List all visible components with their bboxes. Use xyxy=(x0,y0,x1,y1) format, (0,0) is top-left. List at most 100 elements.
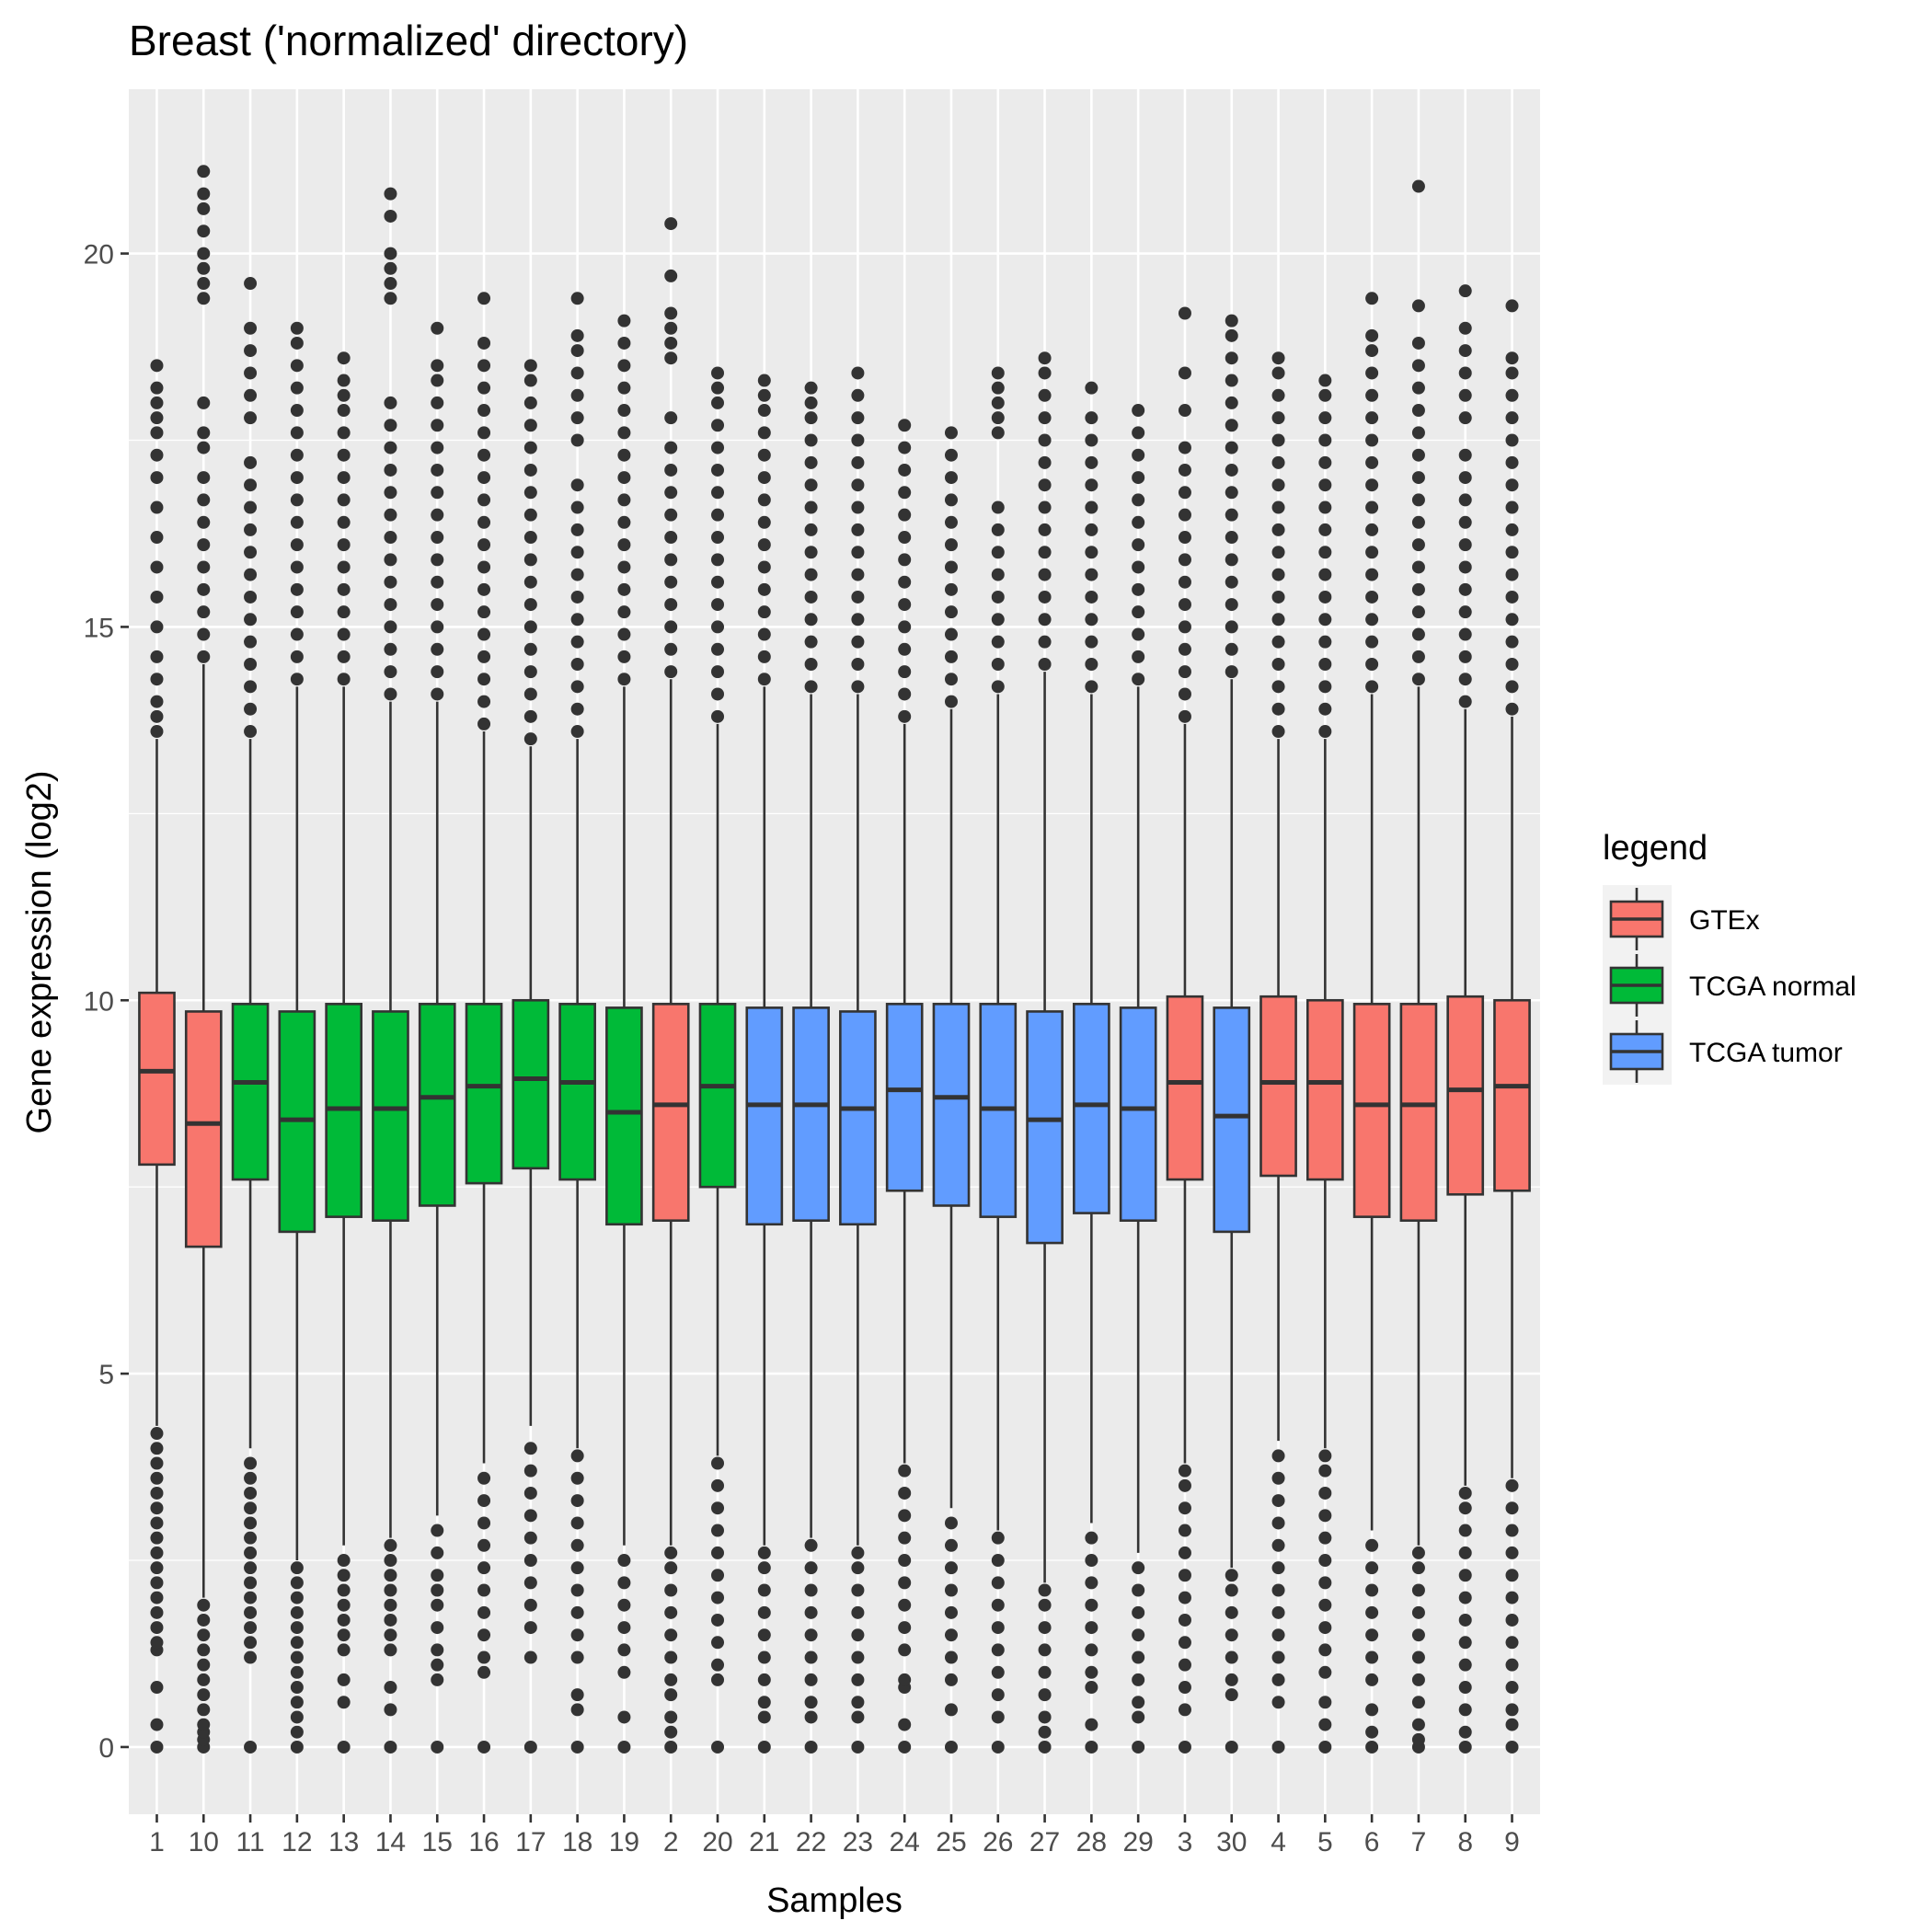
outlier-point xyxy=(1505,523,1519,536)
outlier-point xyxy=(1225,598,1238,612)
outlier-point xyxy=(1271,613,1285,627)
outlier-point xyxy=(1505,1501,1519,1515)
outlier-point xyxy=(711,553,725,567)
outlier-point xyxy=(1458,471,1472,485)
outlier-point xyxy=(477,538,491,552)
x-tick-label: 19 xyxy=(609,1827,639,1857)
outlier-point xyxy=(1178,1569,1191,1582)
outlier-point xyxy=(244,1636,258,1650)
outlier-point xyxy=(1178,1524,1191,1537)
box-10 xyxy=(184,165,223,1754)
outlier-point xyxy=(1178,709,1191,723)
outlier-point xyxy=(1505,1658,1519,1672)
outlier-point xyxy=(570,658,584,671)
outlier-point xyxy=(1225,1605,1238,1619)
outlier-point xyxy=(523,359,537,373)
outlier-point xyxy=(431,553,444,567)
outlier-point xyxy=(477,426,491,440)
outlier-point xyxy=(244,1740,258,1754)
outlier-point xyxy=(431,598,444,612)
outlier-point xyxy=(523,1576,537,1590)
outlier-point xyxy=(664,1628,678,1642)
outlier-point xyxy=(1038,1710,1052,1724)
box-5 xyxy=(1305,374,1344,1754)
outlier-point xyxy=(1178,1636,1191,1650)
outlier-point xyxy=(711,1478,725,1492)
outlier-point xyxy=(664,463,678,477)
outlier-point xyxy=(1505,568,1519,581)
outlier-point xyxy=(1505,351,1519,365)
x-tick-label: 3 xyxy=(1178,1827,1193,1857)
outlier-point xyxy=(1365,568,1379,581)
outlier-point xyxy=(711,709,725,723)
outlier-point xyxy=(991,568,1005,581)
outlier-point xyxy=(617,515,631,529)
x-tick-label: 8 xyxy=(1457,1827,1473,1857)
outlier-point xyxy=(197,1688,211,1702)
outlier-point xyxy=(1365,1605,1379,1619)
outlier-point xyxy=(1458,344,1472,358)
outlier-point xyxy=(431,1524,444,1537)
outlier-point xyxy=(851,478,865,492)
outlier-point xyxy=(244,388,258,402)
box-body xyxy=(1493,998,1531,1192)
outlier-point xyxy=(1225,508,1238,522)
outlier-point xyxy=(1365,433,1379,447)
outlier-point xyxy=(617,560,631,574)
outlier-point xyxy=(1458,1658,1472,1672)
outlier-point xyxy=(1271,1628,1285,1642)
outlier-point xyxy=(1318,1576,1332,1590)
outlier-point xyxy=(384,396,397,409)
box-14 xyxy=(372,187,409,1754)
outlier-point xyxy=(244,1471,258,1485)
outlier-point xyxy=(804,1628,818,1642)
outlier-point xyxy=(1505,1740,1519,1754)
outlier-point xyxy=(523,1531,537,1545)
outlier-point xyxy=(1318,1621,1332,1635)
outlier-point xyxy=(664,620,678,634)
outlier-point xyxy=(477,1650,491,1664)
outlier-point xyxy=(523,575,537,589)
outlier-point xyxy=(1411,1650,1425,1664)
outlier-point xyxy=(664,1673,678,1686)
outlier-point xyxy=(290,650,304,663)
outlier-point xyxy=(570,433,584,447)
outlier-point xyxy=(851,1583,865,1597)
x-tick-label: 9 xyxy=(1504,1827,1520,1857)
outlier-point xyxy=(757,627,771,641)
outlier-point xyxy=(431,1658,444,1672)
outlier-point xyxy=(1085,455,1098,469)
y-tick-label: 5 xyxy=(98,1360,114,1390)
outlier-point xyxy=(1505,366,1519,380)
outlier-point xyxy=(1458,1740,1472,1754)
outlier-point xyxy=(711,381,725,395)
outlier-point xyxy=(1178,1546,1191,1559)
outlier-point xyxy=(1038,411,1052,425)
outlier-point xyxy=(477,1628,491,1642)
outlier-point xyxy=(477,717,491,730)
outlier-point xyxy=(804,500,818,514)
outlier-point xyxy=(570,546,584,559)
outlier-point xyxy=(617,650,631,663)
outlier-point xyxy=(851,1696,865,1709)
outlier-point xyxy=(477,515,491,529)
outlier-point xyxy=(1271,1494,1285,1508)
outlier-point xyxy=(1178,1703,1191,1717)
x-axis: 1 10 11 12 13 14 15 16 17 18 19 2 20 21 22 23 24 25 26 27 28… xyxy=(149,1814,1520,1857)
outlier-point xyxy=(1085,1643,1098,1657)
y-axis-title: Gene expression (log2) xyxy=(20,771,59,1134)
outlier-point xyxy=(1085,478,1098,492)
outlier-point xyxy=(431,359,444,373)
outlier-point xyxy=(664,1546,678,1559)
outlier-point xyxy=(851,411,865,425)
box-body xyxy=(1305,998,1344,1181)
outlier-point xyxy=(1458,1613,1472,1627)
outlier-point xyxy=(431,441,444,454)
outlier-point xyxy=(1365,388,1379,402)
outlier-point xyxy=(244,1516,258,1530)
outlier-point xyxy=(1178,665,1191,679)
outlier-point xyxy=(1458,1703,1472,1717)
outlier-point xyxy=(523,553,537,567)
outlier-point xyxy=(1458,605,1472,619)
outlier-point xyxy=(523,531,537,545)
